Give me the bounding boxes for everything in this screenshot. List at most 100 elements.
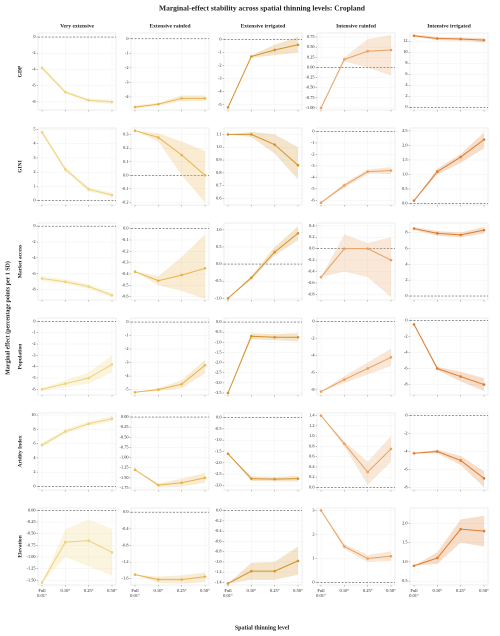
y-tick-label: 2.5 — [402, 128, 407, 133]
y-tick-label: -6 — [311, 370, 315, 375]
y-tick-label: 2 — [405, 93, 407, 98]
point — [366, 247, 369, 250]
y-tick-label: 0.0 — [216, 319, 221, 324]
x-tick-label: 0.50° — [293, 588, 303, 593]
point — [87, 98, 90, 102]
point — [343, 442, 346, 446]
point — [389, 554, 393, 558]
y-tick-label: -3.0 — [215, 482, 222, 487]
line — [413, 450, 485, 479]
y-tick-label: 0.50 — [307, 44, 315, 49]
y-tick-label: 0 — [405, 317, 407, 322]
confidence-band — [135, 130, 205, 203]
y-tick-label: 0 — [126, 319, 128, 324]
point — [226, 296, 230, 300]
point — [482, 383, 486, 386]
y-tick-label: -0.25 — [27, 519, 36, 524]
point — [133, 129, 137, 133]
point — [64, 168, 67, 171]
y-tick-label: -0.1 — [122, 186, 129, 191]
y-tick-label: -0.5 — [215, 278, 222, 283]
point — [64, 280, 67, 284]
y-tick-label: 0 — [33, 318, 35, 323]
y-tick-label: -4 — [32, 255, 36, 260]
x-tick-label: 0.50° — [386, 588, 396, 593]
panel-frame — [37, 412, 117, 491]
point — [250, 334, 253, 338]
y-tick-label: 0.0 — [123, 226, 128, 231]
y-tick-label: -1 — [218, 50, 222, 55]
point — [389, 356, 393, 359]
x-tick-label: 0.50° — [200, 588, 210, 593]
x-tick-label: 0.10° — [339, 588, 350, 593]
y-tick-label: 1 — [33, 183, 35, 188]
y-tick-label: -4 — [32, 66, 36, 71]
panel-frame — [130, 222, 210, 301]
confidence-band — [42, 130, 112, 198]
y-tick-label: -0.50 — [306, 85, 315, 90]
y-tick-label: -0.8 — [122, 542, 129, 547]
y-tick-label: 0 — [126, 36, 128, 41]
point — [250, 569, 253, 573]
y-tick-label: 0.0 — [216, 415, 221, 420]
y-tick-label: 0.25 — [307, 54, 315, 59]
y-tick-label: 1.0 — [402, 559, 407, 564]
point — [157, 578, 160, 581]
y-tick-label: 3 — [33, 155, 35, 160]
y-tick-label: 1 — [312, 556, 314, 561]
point — [40, 277, 44, 280]
point — [157, 483, 160, 487]
line — [413, 528, 485, 567]
point — [389, 48, 393, 52]
confidence-band — [135, 572, 205, 584]
y-tick-label: 0.9 — [216, 157, 221, 162]
x-tick-label: 0.10° — [153, 588, 164, 593]
panel-frame — [316, 507, 396, 586]
y-tick-label: -0.5 — [215, 329, 222, 334]
point — [343, 184, 346, 187]
point — [412, 323, 416, 326]
confidence-band — [321, 510, 391, 563]
point — [319, 106, 323, 110]
confidence-band — [321, 35, 391, 108]
y-tick-label: -5 — [125, 387, 129, 392]
row-label: GDP — [17, 65, 23, 77]
y-tick-label: -2 — [32, 239, 36, 244]
y-tick-label: -5 — [32, 375, 36, 380]
y-tick-label: 0 — [33, 198, 35, 203]
y-tick-label: -1 — [32, 330, 36, 335]
y-tick-label: 1.0 — [216, 144, 221, 149]
point — [296, 43, 300, 47]
y-tick-label: 0 — [312, 318, 314, 323]
line — [227, 335, 298, 394]
y-tick-label: 1.0 — [309, 433, 314, 438]
point — [319, 509, 323, 512]
point — [296, 477, 300, 480]
confidence-band — [42, 415, 112, 448]
y-tick-label: -1.0 — [215, 339, 222, 344]
point — [157, 136, 160, 139]
point — [482, 477, 486, 480]
confidence-band — [135, 469, 205, 487]
y-tick-label: -0.4 — [122, 271, 130, 276]
point — [319, 201, 323, 205]
column-title: Intensive rainfed — [336, 23, 376, 29]
y-tick-label: 0.4 — [309, 464, 315, 469]
y-tick-label: 0.1 — [123, 159, 128, 164]
point — [87, 376, 90, 380]
x-tick-label: 0.50° — [107, 588, 117, 593]
x-tick-label: Full 0.01° — [409, 588, 419, 598]
point — [250, 276, 253, 280]
y-tick-label: 2.0 — [402, 142, 407, 147]
y-tick-label: 0.4 — [309, 223, 315, 228]
y-tick-label: -4 — [32, 364, 36, 369]
point — [250, 133, 253, 136]
confidence-band — [228, 333, 298, 393]
y-tick-label: -1.2 — [122, 559, 129, 564]
y-tick-label: 0.0 — [309, 484, 314, 489]
point — [366, 367, 369, 370]
point — [64, 430, 67, 433]
line — [41, 418, 113, 446]
point — [273, 250, 276, 254]
